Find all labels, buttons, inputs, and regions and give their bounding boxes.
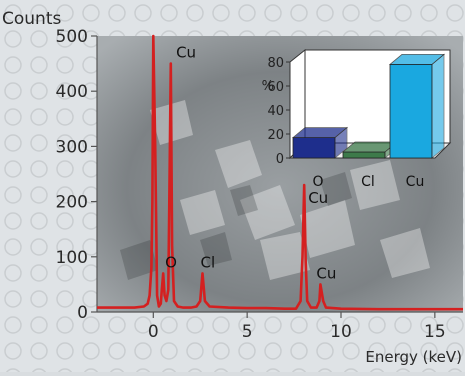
x-axis-title: Energy (keV) (365, 348, 462, 366)
inset-category-labels: O Cl Cu (312, 174, 424, 190)
inset-bar (388, 53, 446, 159)
y-tick-label: 100 (56, 248, 88, 268)
inset-y-label: % (262, 79, 274, 94)
inset-bar (291, 126, 349, 159)
y-tick-label: 400 (56, 82, 88, 102)
y-tick-label: 500 (56, 27, 88, 47)
spectrum-line (97, 34, 463, 311)
peak-label: O (165, 253, 177, 271)
axes (96, 36, 463, 313)
peak-label: Cu (176, 44, 196, 62)
peak-label: Cu (308, 189, 328, 207)
inset-tick-label: 40 (267, 104, 284, 119)
y-axis-ticks: 0 100 200 300 400 500 (56, 27, 97, 323)
inset-y-ticks: 0 20 40 60 80 (267, 56, 290, 167)
peak-label: Cu (316, 264, 336, 282)
y-axis-title: Counts (2, 9, 61, 29)
composition-inset: 0 20 40 60 80 % O Cl Cu (262, 48, 452, 190)
inset-tick-label: 60 (267, 80, 284, 95)
x-tick-label: 10 (330, 322, 352, 342)
peak-label: Cl (200, 253, 215, 271)
inset-category-label: O (312, 174, 323, 190)
y-tick-label: 300 (56, 137, 88, 157)
y-tick-label: 0 (77, 303, 88, 323)
x-tick-label: 0 (148, 322, 159, 342)
inset-category-label: Cu (406, 174, 425, 190)
inset-bars (291, 53, 446, 159)
y-tick-label: 200 (56, 193, 88, 213)
x-tick-label: 5 (242, 322, 253, 342)
inset-tick-label: 80 (267, 56, 284, 71)
inset-tick-label: 20 (267, 128, 284, 143)
inset-tick-label: 0 (276, 152, 284, 167)
x-axis-ticks: 0 5 10 15 (148, 312, 446, 342)
inset-category-label: Cl (361, 174, 375, 190)
x-tick-label: 15 (424, 322, 446, 342)
